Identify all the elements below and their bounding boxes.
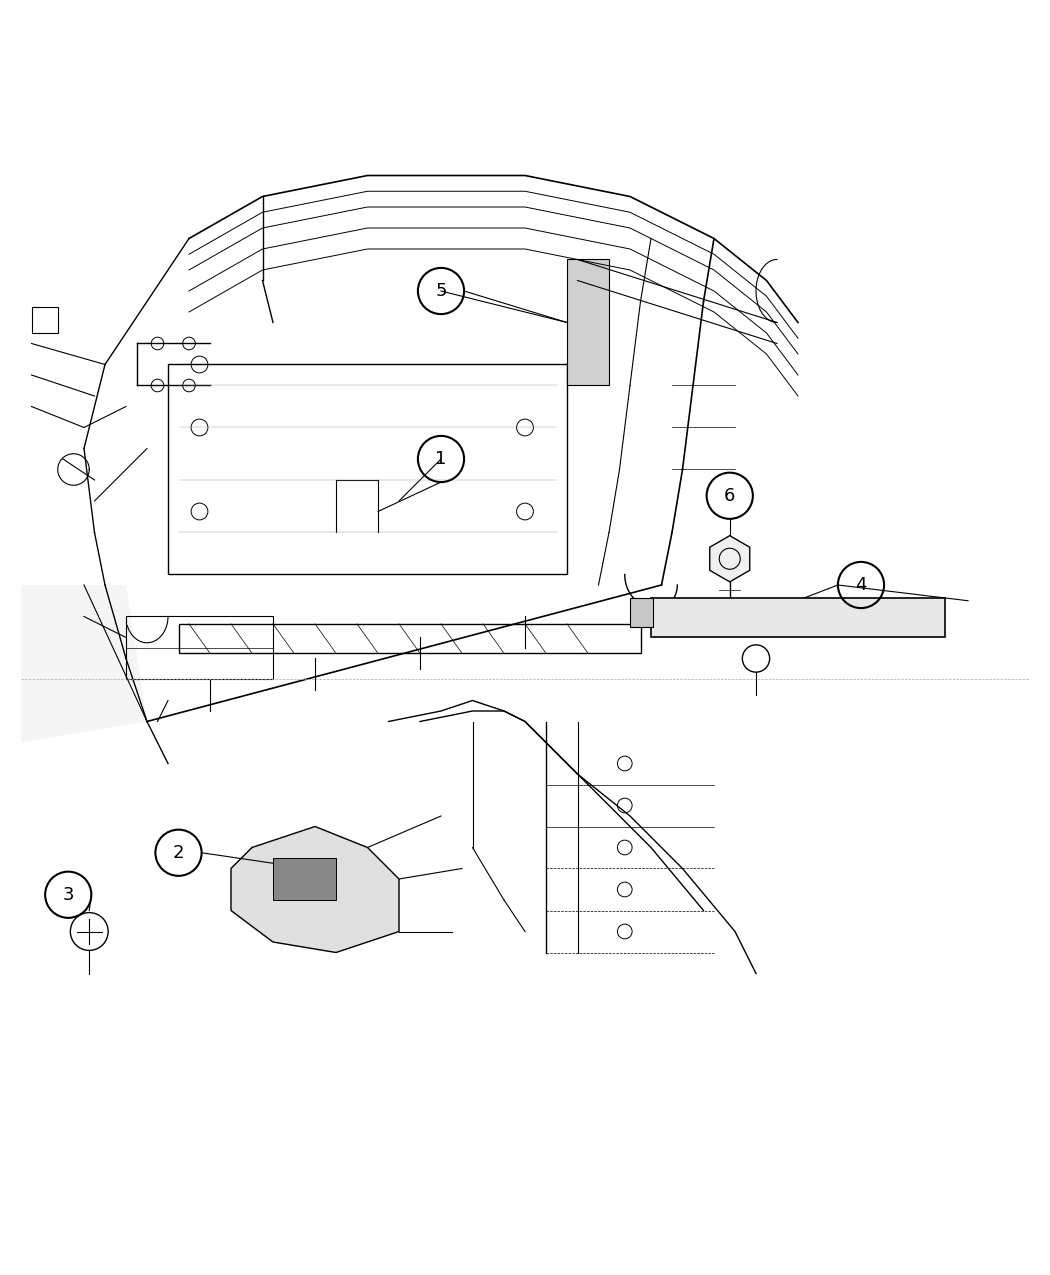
Text: 5: 5 xyxy=(436,282,446,300)
Polygon shape xyxy=(231,826,399,952)
Text: 6: 6 xyxy=(724,487,735,505)
Bar xyxy=(567,260,609,385)
Text: 1: 1 xyxy=(436,450,446,468)
Polygon shape xyxy=(21,585,147,742)
Bar xyxy=(32,307,58,333)
Bar xyxy=(178,623,640,653)
Bar xyxy=(273,858,336,900)
Text: 4: 4 xyxy=(856,576,866,594)
Bar xyxy=(168,365,567,575)
Bar xyxy=(630,598,653,627)
Text: 3: 3 xyxy=(63,886,74,904)
Bar xyxy=(651,598,945,638)
Bar xyxy=(126,617,273,680)
Text: 2: 2 xyxy=(173,844,184,862)
